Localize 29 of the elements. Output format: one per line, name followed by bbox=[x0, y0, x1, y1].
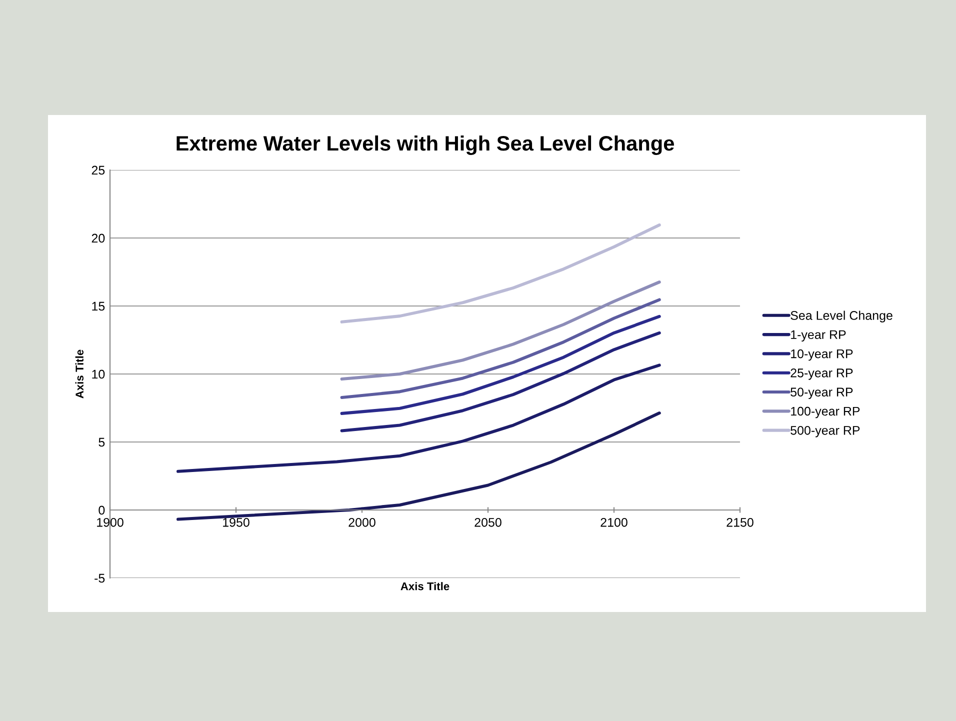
y-tick-label: -5 bbox=[94, 574, 105, 583]
y-tick-label: 0 bbox=[98, 506, 105, 515]
line-series bbox=[340, 314, 661, 415]
legend-label: Sea Level Change bbox=[790, 310, 892, 322]
x-tick-label: 1950 bbox=[223, 518, 250, 527]
x-axis-title: Axis Title bbox=[400, 582, 450, 590]
y-tick-label: 15 bbox=[92, 302, 105, 311]
line-series bbox=[340, 298, 661, 400]
line-series bbox=[176, 364, 661, 473]
legend-label: 100-year RP bbox=[791, 406, 860, 418]
line-series bbox=[340, 280, 661, 381]
chart-title: Extreme Water Levels with High Sea Level Change bbox=[176, 135, 674, 155]
legend-label: 10-year RP bbox=[791, 349, 853, 361]
y-tick-label: 10 bbox=[92, 370, 105, 379]
x-tick-label: 1900 bbox=[97, 518, 124, 527]
y-axis-title: Axis Title bbox=[75, 350, 84, 398]
legend-label: 500-year RP bbox=[790, 426, 860, 438]
x-tick-label: 2150 bbox=[726, 518, 754, 527]
x-tick-label: 2050 bbox=[474, 518, 502, 527]
line-series bbox=[340, 331, 661, 432]
x-tick-label: 2000 bbox=[348, 518, 376, 527]
y-tick-label: 25 bbox=[92, 166, 105, 175]
x-tick-label: 2100 bbox=[600, 518, 628, 527]
y-tick-label: 5 bbox=[98, 438, 105, 447]
legend-label: 50-year RP bbox=[790, 388, 853, 399]
y-tick-label: 20 bbox=[92, 234, 105, 243]
line-series bbox=[340, 223, 661, 324]
legend-label: 1-year RP bbox=[791, 330, 846, 342]
legend-label: 25-year RP bbox=[790, 368, 853, 380]
